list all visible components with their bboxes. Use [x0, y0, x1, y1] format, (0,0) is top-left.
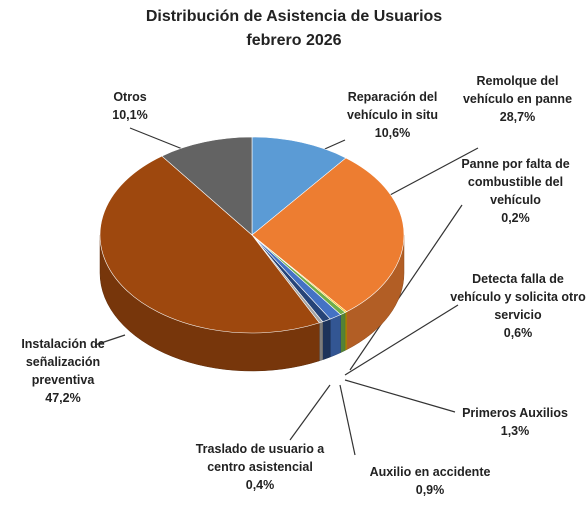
slice-name: Detecta falla de vehículo y solicita otr… — [450, 272, 586, 322]
slice-label: Detecta falla de vehículo y solicita otr… — [448, 270, 588, 342]
pie-slice — [251, 157, 405, 313]
slice-label: Otros 10,1% — [95, 88, 165, 124]
pie-slice — [161, 136, 253, 236]
leader-line — [344, 379, 456, 413]
slice-name: Traslado de usuario a centro asistencial — [195, 442, 325, 474]
leader-line — [94, 334, 126, 346]
slice-name: Reparación del vehículo in situ — [347, 90, 438, 122]
slice-label: Reparación del vehículo in situ 10,6% — [335, 88, 450, 142]
slice-value: 47,2% — [45, 391, 81, 405]
pie-side — [319, 321, 323, 362]
slice-label: Primeros Auxilios 1,3% — [450, 404, 580, 440]
slice-name: Panne por falta de combustible del vehíc… — [461, 157, 570, 207]
leader-lines — [94, 127, 479, 456]
pie-slice — [251, 136, 347, 236]
pie-side — [340, 312, 346, 354]
slice-value: 0,2% — [501, 211, 530, 225]
leader-line — [129, 127, 186, 151]
leader-line — [339, 384, 356, 456]
pie-tops — [99, 136, 405, 334]
slice-label: Traslado de usuario a centro asistencial… — [185, 440, 335, 494]
slice-value: 10,1% — [112, 108, 148, 122]
slice-name: Primeros Auxilios — [462, 406, 568, 420]
slice-value: 0,6% — [503, 326, 533, 340]
pie-slice — [99, 155, 320, 334]
slice-name: Auxilio en accidente — [369, 465, 491, 479]
chart-subtitle: febrero 2026 — [246, 32, 342, 49]
leader-line — [289, 384, 331, 441]
slice-name: Otros — [113, 90, 147, 104]
slice-value: 10,6% — [374, 126, 411, 140]
slice-name: Instalación de señalización preventiva — [21, 337, 105, 387]
slice-name: Remolque del vehículo en panne — [462, 74, 573, 106]
pie-side — [329, 314, 341, 358]
chart-title: Distribución de Asistencia de Usuarios — [145, 8, 443, 25]
slice-label: Auxilio en accidente 0,9% — [355, 463, 505, 499]
slice-label: Instalación de señalización preventiva 47… — [8, 335, 118, 407]
leader-line — [344, 304, 459, 376]
pie-side — [322, 318, 331, 361]
slice-value: 1,3% — [500, 424, 530, 438]
slice-value: 0,9% — [415, 483, 445, 497]
slice-label: Panne por falta de combustible del vehíc… — [448, 155, 583, 227]
slice-label: Remolque del vehículo en panne 28,7% — [455, 72, 580, 126]
slice-value: 28,7% — [499, 110, 536, 124]
leader-line — [349, 204, 463, 371]
slice-value: 0,4% — [245, 478, 275, 492]
leader-line — [389, 147, 479, 196]
